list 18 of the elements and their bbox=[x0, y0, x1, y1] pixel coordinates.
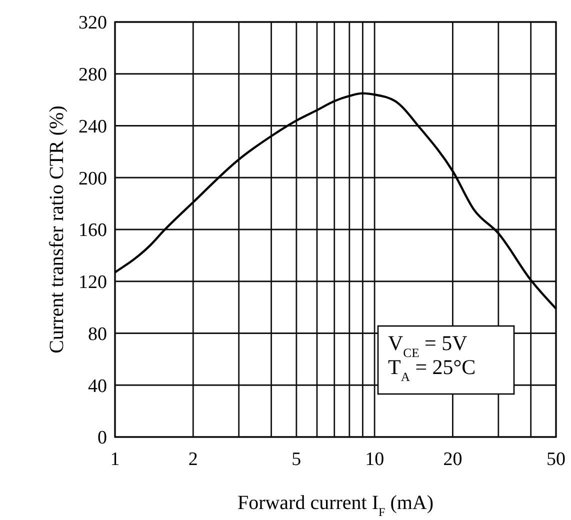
y-tick-label: 200 bbox=[78, 168, 107, 190]
y-tick-label: 120 bbox=[78, 272, 107, 294]
y-axis-title: Current transfer ratio CTR (%) bbox=[46, 106, 68, 354]
x-tick-label: 20 bbox=[443, 449, 462, 470]
y-tick-label: 80 bbox=[88, 324, 107, 345]
x-axis-title: Forward current I$_{F}$ (mA) bbox=[237, 492, 434, 519]
x-tick-label: 2 bbox=[188, 449, 198, 470]
y-tick-label: 160 bbox=[78, 220, 107, 242]
x-tick-label: 5 bbox=[292, 449, 302, 470]
x-tick-label: 10 bbox=[365, 449, 384, 470]
annotation: V$_{CE}$ = 5V bbox=[388, 331, 468, 360]
x-tick-label: 50 bbox=[546, 449, 566, 470]
y-tick-label: 320 bbox=[78, 12, 107, 34]
y-tick-label: 280 bbox=[78, 64, 107, 86]
y-tick-label: 0 bbox=[98, 428, 107, 449]
y-tick-label: 240 bbox=[78, 116, 107, 138]
y-tick-label: 40 bbox=[88, 376, 107, 397]
x-tick-label: 1 bbox=[110, 449, 120, 470]
